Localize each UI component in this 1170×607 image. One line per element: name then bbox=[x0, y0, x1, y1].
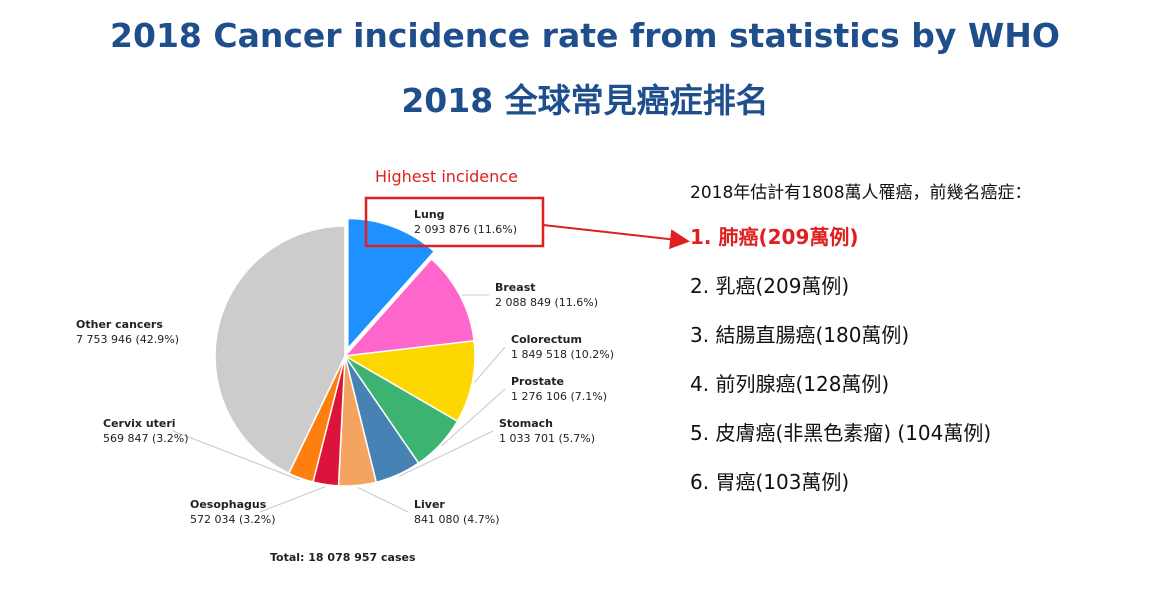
slice-label-liver: Liver bbox=[414, 498, 445, 511]
ranking-item-6: 6. 胃癌(103萬例) bbox=[690, 470, 850, 494]
chart-subtitle: 2018 全球常見癌症排名 bbox=[401, 81, 769, 120]
slice-value-stomach: 1 033 701 (5.7%) bbox=[499, 432, 595, 445]
annotation-highest-incidence: Highest incidence bbox=[375, 167, 518, 186]
leader-lines bbox=[172, 294, 506, 513]
total-label: Total: 18 078 957 cases bbox=[270, 551, 416, 564]
pie-slices bbox=[214, 217, 476, 487]
leader-line-prostate bbox=[441, 388, 506, 447]
leader-line-stomach bbox=[398, 430, 494, 477]
ranking-heading: 2018年估計有1808萬人罹癌，前幾名癌症： bbox=[690, 183, 1032, 203]
ranking-panel: 2018年估計有1808萬人罹癌，前幾名癌症： 1. 肺癌(209萬例) 2. … bbox=[690, 178, 1160, 519]
highlight-box bbox=[364, 196, 545, 248]
ranking-item-1: 1. 肺癌(209萬例) bbox=[690, 225, 859, 249]
ranking-item-4: 4. 前列腺癌(128萬例) bbox=[690, 372, 890, 396]
ranking-item-2: 2. 乳癌(209萬例) bbox=[690, 274, 850, 298]
slice-value-breast: 2 088 849 (11.6%) bbox=[495, 296, 598, 309]
ranking-item-3: 3. 結腸直腸癌(180萬例) bbox=[690, 323, 910, 347]
leader-line-colorectum bbox=[473, 346, 506, 384]
leader-line-cervix-uteri bbox=[172, 430, 301, 481]
slice-breast bbox=[343, 257, 475, 357]
slice-label-oesophagus: Oesophagus bbox=[190, 498, 267, 511]
slice-label-other-cancers: Other cancers bbox=[76, 318, 163, 331]
slice-label-lung: Lung bbox=[414, 208, 445, 221]
slice-value-prostate: 1 276 106 (7.1%) bbox=[511, 390, 607, 403]
slice-value-cervix-uteri: 569 847 (3.2%) bbox=[103, 432, 189, 445]
leader-line-oesophagus bbox=[259, 486, 326, 513]
slice-label-colorectum: Colorectum bbox=[511, 333, 582, 346]
leader-line-liver bbox=[357, 486, 409, 513]
slice-other-cancers bbox=[214, 225, 346, 475]
slice-value-colorectum: 1 849 518 (10.2%) bbox=[511, 348, 614, 361]
slice-lung bbox=[347, 217, 436, 351]
slice-label-cervix-uteri: Cervix uteri bbox=[103, 417, 176, 430]
slice-colorectum bbox=[342, 339, 476, 423]
slice-labels: Lung 2 093 876 (11.6%) Breast 2 088 849 (11… bbox=[76, 208, 614, 526]
slice-label-prostate: Prostate bbox=[511, 375, 564, 388]
slice-value-other-cancers: 7 753 946 (42.9%) bbox=[76, 333, 179, 346]
slice-value-lung: 2 093 876 (11.6%) bbox=[414, 223, 517, 236]
slice-value-liver: 841 080 (4.7%) bbox=[414, 513, 500, 526]
pie-chart: Lung 2 093 876 (11.6%) Breast 2 088 849 (11… bbox=[76, 167, 614, 564]
slice-label-breast: Breast bbox=[495, 281, 536, 294]
ranking-list: 1. 肺癌(209萬例) 2. 乳癌(209萬例) 3. 結腸直腸癌(180萬例… bbox=[690, 225, 1160, 519]
slice-value-oesophagus: 572 034 (3.2%) bbox=[190, 513, 276, 526]
chart-title: 2018 Cancer incidence rate from statisti… bbox=[110, 16, 1060, 55]
ranking-item-5: 5. 皮膚癌(非黑色素瘤) (104萬例) bbox=[690, 421, 992, 445]
slice-label-stomach: Stomach bbox=[499, 417, 553, 430]
